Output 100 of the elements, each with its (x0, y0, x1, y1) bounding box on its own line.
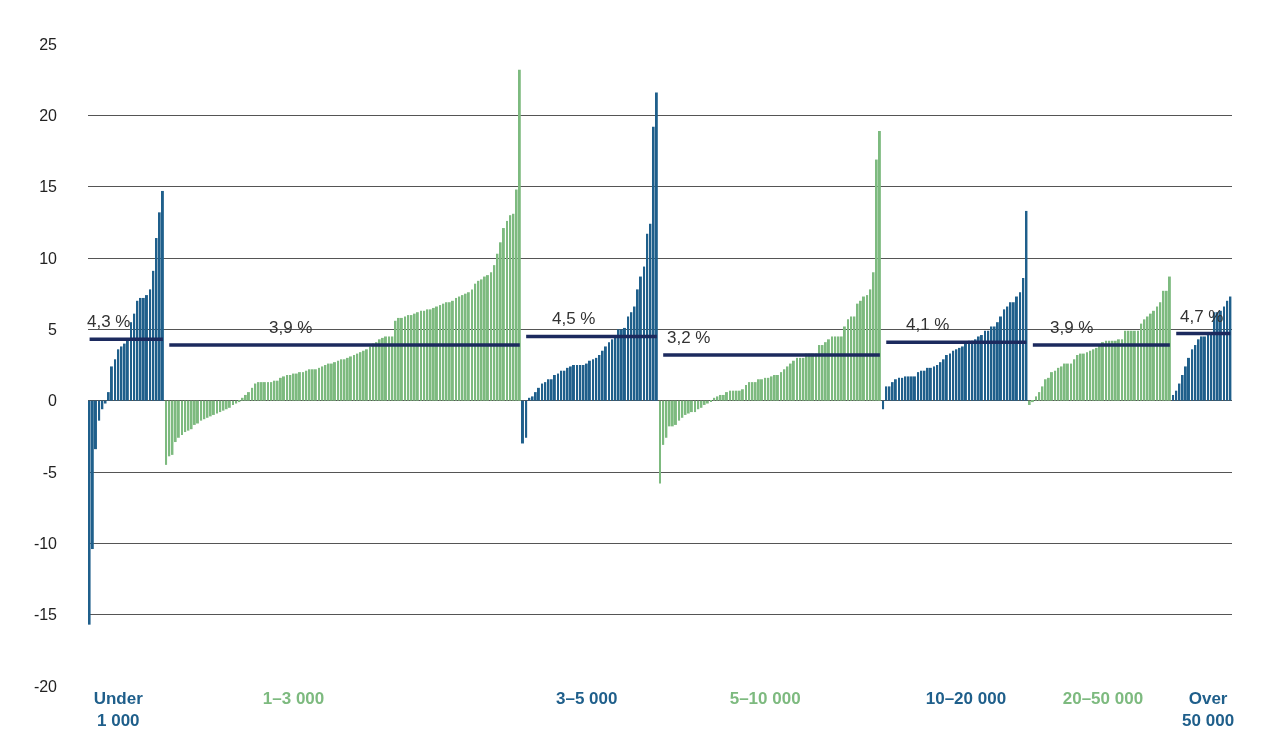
bar (212, 400, 215, 415)
bar (716, 396, 719, 401)
bar (394, 320, 397, 401)
bar (541, 383, 544, 401)
bar (1117, 339, 1120, 401)
bar (534, 392, 537, 401)
bar (267, 382, 270, 401)
bar (569, 366, 572, 401)
bar (416, 312, 419, 401)
y-tick-label: 15 (39, 178, 58, 196)
bar (878, 131, 881, 401)
bar (745, 384, 748, 401)
x-tick-label: 1–3 000 (262, 689, 325, 708)
bar (617, 329, 620, 401)
bar (741, 389, 744, 401)
bar (263, 382, 266, 401)
bar (1044, 379, 1047, 401)
bar (1191, 349, 1194, 401)
bar (898, 377, 900, 401)
bar (773, 374, 776, 401)
bar (929, 367, 932, 401)
bar (247, 392, 250, 401)
y-tick-label: -10 (33, 534, 58, 552)
bar (177, 400, 180, 438)
bar (1070, 363, 1073, 401)
bar (856, 303, 859, 401)
bar (279, 377, 282, 401)
bar (585, 363, 588, 401)
bar (244, 394, 247, 401)
bar (722, 394, 725, 401)
bar (228, 400, 231, 408)
bar (757, 379, 760, 401)
bar (945, 355, 948, 401)
x-tick-label: 3–5 000 (555, 689, 618, 708)
bar (710, 400, 712, 403)
bar (961, 346, 964, 401)
bar (1168, 276, 1171, 401)
bar (318, 367, 321, 401)
bar (674, 400, 677, 425)
bar (467, 292, 470, 401)
bar (1133, 330, 1136, 401)
bar (483, 276, 486, 401)
bar (314, 369, 317, 401)
bar (88, 400, 91, 625)
bar (608, 342, 610, 401)
bar (949, 353, 951, 401)
bar (859, 300, 862, 401)
bar (1015, 296, 1018, 401)
bar (1031, 400, 1034, 403)
bar (913, 376, 916, 401)
bar (518, 69, 521, 401)
y-tick-label: 5 (48, 320, 58, 338)
bar (282, 376, 285, 401)
bar (432, 307, 435, 401)
x-tick-label: 20–50 000 (1062, 689, 1144, 708)
bar (862, 296, 865, 401)
bar (964, 342, 967, 401)
bar (792, 360, 795, 401)
bar (671, 400, 674, 427)
bar (161, 190, 164, 401)
bar (719, 394, 722, 401)
bar (891, 382, 894, 401)
bar (435, 306, 438, 401)
bar (1152, 310, 1155, 401)
bar (1203, 336, 1206, 401)
bar (910, 376, 913, 401)
bar (588, 360, 591, 401)
bar (1200, 336, 1203, 401)
bar (451, 300, 454, 401)
bar (796, 357, 799, 401)
bar (365, 349, 368, 401)
bar (933, 366, 936, 401)
bar (1197, 339, 1200, 401)
y-tick-label: 0 (48, 392, 58, 410)
bar (165, 400, 168, 465)
bar (980, 335, 983, 401)
bar (1028, 400, 1031, 405)
bar (1156, 306, 1159, 401)
bar (1063, 363, 1066, 401)
bar (620, 329, 623, 401)
bar (760, 379, 763, 401)
data-label: 4,3 % (87, 312, 131, 331)
bar (572, 365, 575, 401)
bar (251, 387, 254, 401)
bar (627, 316, 630, 401)
bar (1098, 345, 1101, 401)
bar (894, 379, 897, 401)
bar (611, 339, 614, 401)
bar (521, 400, 524, 444)
bar (400, 317, 403, 401)
x-tick-label: Over 50 000 (1182, 689, 1235, 731)
bar (1050, 372, 1053, 401)
bar (780, 372, 783, 401)
bar (537, 387, 540, 401)
bar (295, 373, 298, 401)
bar (181, 400, 183, 435)
bar (333, 362, 336, 401)
bar (381, 337, 384, 401)
y-tick-label: -20 (33, 677, 58, 695)
bar (659, 400, 661, 484)
